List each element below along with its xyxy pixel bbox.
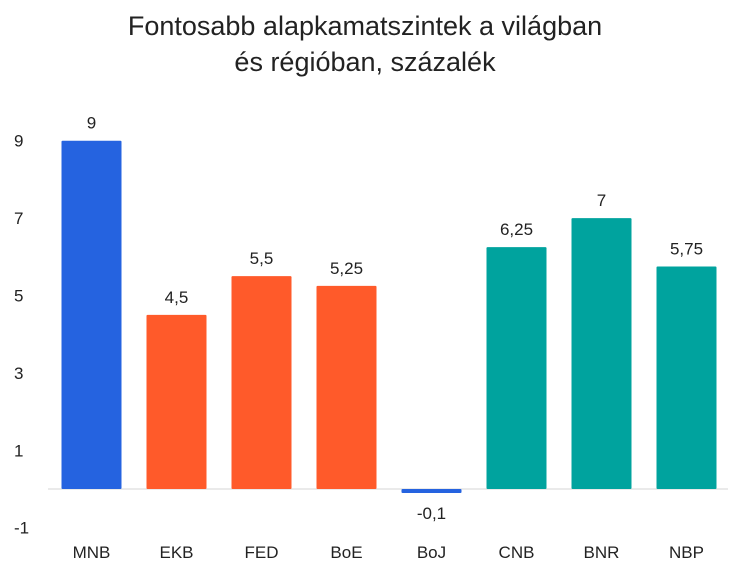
bar-mnb <box>61 140 122 489</box>
chart-title-line2: és régióban, százalék <box>234 47 496 77</box>
bar-fed <box>231 276 292 489</box>
data-label-mnb: 9 <box>87 114 96 133</box>
y-tick-label: -1 <box>14 519 29 538</box>
data-label-bnr: 7 <box>597 191 606 210</box>
x-tick-label-boe: BoE <box>330 543 362 562</box>
x-tick-label-fed: FED <box>245 543 279 562</box>
y-tick-label: 1 <box>14 441 23 460</box>
data-label-cnb: 6,25 <box>500 220 533 239</box>
data-label-boj: -0,1 <box>417 504 446 523</box>
y-tick-label: 5 <box>14 287 23 306</box>
bar-cnb <box>486 247 547 489</box>
x-tick-label-mnb: MNB <box>73 543 111 562</box>
chart-title-line1: Fontosabb alapkamatszintek a világban <box>127 11 603 41</box>
data-label-nbp: 5,75 <box>670 239 703 258</box>
chart-title: Fontosabb alapkamatszintek a világban és… <box>0 8 730 80</box>
data-label-fed: 5,5 <box>250 249 274 268</box>
bar-boj <box>401 489 462 493</box>
x-tick-label-bnr: BNR <box>584 543 620 562</box>
bar-bnr <box>571 218 632 489</box>
x-tick-label-cnb: CNB <box>499 543 535 562</box>
y-tick-label: 7 <box>14 209 23 228</box>
data-label-boe: 5,25 <box>330 259 363 278</box>
x-tick-label-nbp: NBP <box>669 543 704 562</box>
bar-boe <box>316 285 377 489</box>
x-tick-label-ekb: EKB <box>159 543 193 562</box>
y-tick-label: 3 <box>14 364 23 383</box>
bar-ekb <box>146 314 207 489</box>
data-label-ekb: 4,5 <box>165 288 189 307</box>
y-tick-label: 9 <box>14 132 23 151</box>
x-tick-label-boj: BoJ <box>417 543 446 562</box>
bar-nbp <box>656 266 717 489</box>
